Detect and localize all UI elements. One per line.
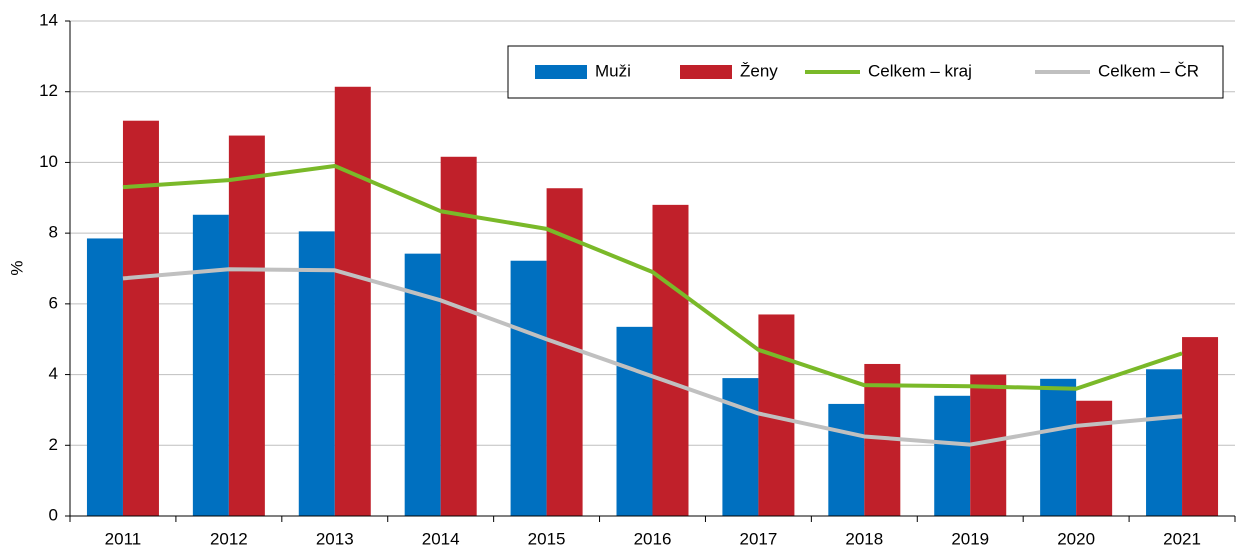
y-tick-label: 6: [49, 293, 58, 312]
x-tick-label: 2013: [316, 529, 354, 548]
x-tick-label: 2014: [422, 529, 460, 548]
bar: [228, 135, 265, 517]
legend-swatch: [535, 65, 587, 79]
x-tick-label: 2016: [634, 529, 672, 548]
x-tick-label: 2017: [739, 529, 777, 548]
line: [122, 267, 1183, 447]
legend-label: Celkem – ČR: [1098, 61, 1199, 80]
bar: [86, 238, 123, 517]
x-tick-label: 2015: [528, 529, 566, 548]
x-tick-label: 2011: [105, 529, 142, 548]
y-tick-label: 10: [39, 152, 58, 171]
x-tick-label: 2012: [210, 529, 248, 548]
y-axis-label: %: [7, 260, 26, 275]
bar: [616, 326, 653, 516]
bar: [122, 120, 159, 516]
x-tick-label: 2018: [845, 529, 883, 548]
x-tick-label: 2021: [1163, 529, 1201, 548]
legend-label: Ženy: [740, 61, 778, 80]
bar: [1040, 378, 1077, 516]
legend-label: Muži: [595, 61, 631, 80]
y-tick-label: 8: [49, 223, 58, 242]
y-tick-label: 0: [49, 505, 58, 524]
y-tick-label: 14: [39, 10, 58, 29]
bar: [1146, 369, 1183, 516]
legend-box: [507, 45, 1224, 99]
legend-swatch: [680, 65, 732, 79]
bar: [652, 204, 689, 516]
bar: [298, 231, 335, 516]
y-tick-label: 4: [49, 364, 58, 383]
bar: [1182, 337, 1219, 516]
x-tick-label: 2019: [951, 529, 989, 548]
bar: [510, 260, 547, 516]
bar: [722, 378, 759, 516]
y-tick-label: 12: [39, 81, 58, 100]
legend-label: Celkem – kraj: [868, 61, 972, 80]
bar: [192, 214, 229, 516]
bar: [1076, 400, 1113, 516]
x-tick-label: 2020: [1057, 529, 1095, 548]
bar: [334, 86, 371, 516]
bar: [934, 395, 971, 516]
y-tick-label: 2: [49, 435, 58, 454]
bar: [828, 403, 865, 516]
line: [122, 163, 1183, 391]
